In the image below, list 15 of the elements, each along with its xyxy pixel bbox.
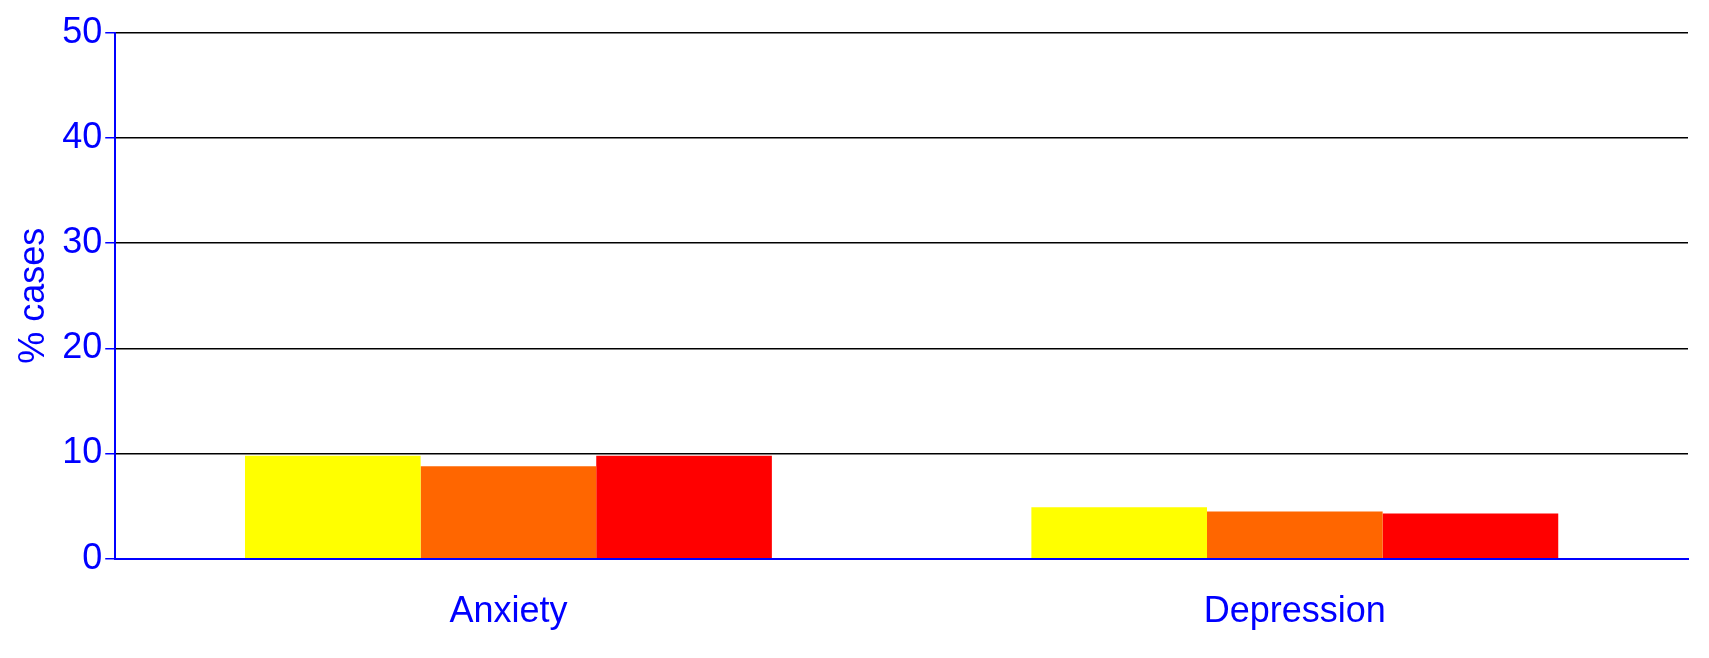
y-tick-label: 30 [62,220,103,261]
x-tick-label: Depression [1203,589,1386,631]
y-tick-label: 50 [62,9,103,51]
bar [420,466,597,559]
y-tick-label: 0 [82,535,103,577]
y-tick-label: 20 [62,325,103,367]
bar [596,455,772,559]
x-tick-label: Anxiety [449,589,568,631]
bar [245,455,421,559]
y-tick-label: 40 [62,114,103,156]
y-tick-label: 10 [62,430,103,472]
y-axis-title: % cases [10,227,52,364]
bar [1031,507,1207,559]
bar [1207,511,1383,559]
bar [1382,513,1559,559]
